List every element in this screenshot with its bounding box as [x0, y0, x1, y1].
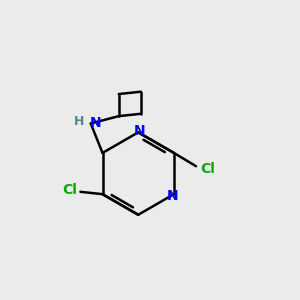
Text: N: N	[90, 116, 102, 130]
Text: H: H	[74, 115, 85, 128]
Text: N: N	[167, 189, 178, 202]
Text: Cl: Cl	[62, 183, 77, 197]
Text: N: N	[134, 124, 146, 138]
Text: Cl: Cl	[200, 162, 215, 176]
